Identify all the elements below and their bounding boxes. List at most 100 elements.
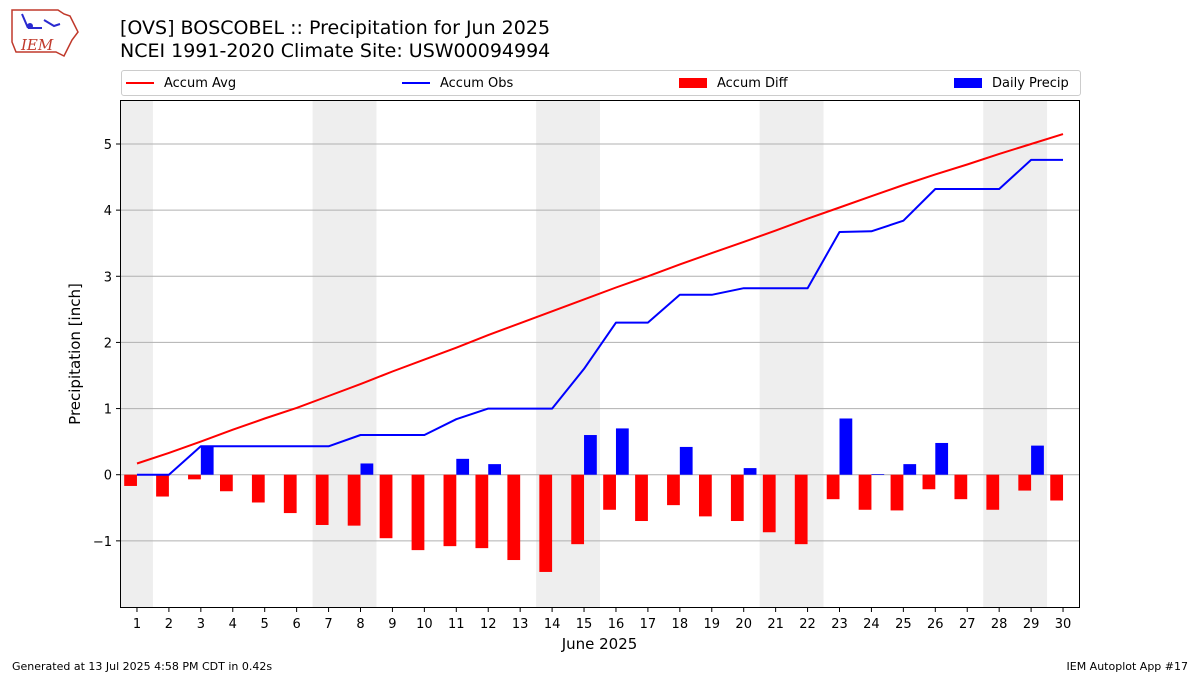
daily-precip-bar-12 xyxy=(488,464,502,475)
accum-diff-bar-15 xyxy=(571,474,585,545)
iowa-outline-icon xyxy=(11,9,79,58)
iem-logo-graphic: IEM xyxy=(11,9,79,58)
gridlines xyxy=(121,143,1079,542)
daily-precip-bar-23 xyxy=(839,418,853,475)
daily-precip-bar-18 xyxy=(679,446,693,475)
y-tick-label-1: 0 xyxy=(104,469,112,484)
legend-label-accum-avg: Accum Avg xyxy=(164,75,237,91)
accum-diff-bar-10 xyxy=(411,474,425,551)
x-tick-label-12: 12 xyxy=(480,617,497,632)
accum-diff-bar-7 xyxy=(315,474,329,525)
y-tick-label-5: 4 xyxy=(104,204,112,219)
daily-precip-bar-20 xyxy=(743,468,757,475)
weekend-shade-5 xyxy=(983,101,1048,607)
accum-diff-bar-1 xyxy=(124,474,137,486)
y-tick-label-4: 3 xyxy=(104,270,112,285)
weekend-shading xyxy=(121,101,1048,607)
y-tick-label-0: −1 xyxy=(93,535,112,550)
x-tick-label-4: 4 xyxy=(229,617,237,632)
legend-label-accum-diff: Accum Diff xyxy=(717,75,788,91)
x-tick-label-17: 17 xyxy=(640,617,657,632)
accum-diff-bar-19 xyxy=(698,474,712,517)
daily-precip-bar-3 xyxy=(200,446,214,475)
daily-precip-bar-15 xyxy=(584,435,597,475)
legend-item-accum-diff: Accum Diff xyxy=(679,71,788,95)
accum-diff-bar-8 xyxy=(347,474,361,526)
accum-diff-bar-12 xyxy=(475,474,489,549)
accum-diff-bar-9 xyxy=(379,474,393,539)
x-tick-label-14: 14 xyxy=(544,617,561,632)
daily-precip-bar-16 xyxy=(615,428,629,475)
legend-item-daily-precip: Daily Precip xyxy=(954,71,1069,95)
accum-diff-bar-18 xyxy=(667,474,680,506)
x-tick-label-6: 6 xyxy=(292,617,300,632)
daily-precip-bar-29 xyxy=(1031,445,1044,475)
x-tick-label-15: 15 xyxy=(576,617,593,632)
x-tick-label-22: 22 xyxy=(799,617,816,632)
accum-diff-bar-30 xyxy=(1050,474,1064,501)
accum-diff-bar-24 xyxy=(858,474,872,510)
accum-diff-bar-2 xyxy=(156,474,169,497)
x-tick-label-19: 19 xyxy=(703,617,720,632)
station-dot-icon xyxy=(27,23,33,29)
x-tick-label-8: 8 xyxy=(356,617,364,632)
x-tick-label-16: 16 xyxy=(608,617,625,632)
accum-diff-bar-22 xyxy=(794,474,808,545)
x-tick-label-30: 30 xyxy=(1055,617,1072,632)
accum-diff-bar-4 xyxy=(219,474,233,492)
x-tick-label-26: 26 xyxy=(927,617,944,632)
weekend-shade-2 xyxy=(312,101,377,607)
legend-item-accum-avg: Accum Avg xyxy=(126,71,236,95)
legend-swatch-accum-obs xyxy=(402,82,430,84)
y-axis-label: Precipitation [inch] xyxy=(66,283,84,425)
accum-diff-bar-6 xyxy=(283,474,297,514)
x-tick-label-25: 25 xyxy=(895,617,912,632)
daily-precip-bar-25 xyxy=(903,464,917,475)
accum-diff-bar-28 xyxy=(986,474,1000,510)
accum-diff-bar-11 xyxy=(443,474,457,547)
y-tick-label-2: 1 xyxy=(104,403,112,418)
daily-precip-bar-26 xyxy=(935,442,949,475)
x-tick-label-7: 7 xyxy=(324,617,332,632)
accum-avg-line xyxy=(136,133,1064,465)
y-tick-label-3: 2 xyxy=(104,336,112,351)
x-tick-label-18: 18 xyxy=(672,617,689,632)
footer-app-text: IEM Autoplot App #17 xyxy=(1066,660,1189,673)
x-tick-label-13: 13 xyxy=(512,617,529,632)
x-tick-label-20: 20 xyxy=(735,617,752,632)
legend-label-daily-precip: Daily Precip xyxy=(992,75,1069,91)
x-tick-label-5: 5 xyxy=(261,617,269,632)
x-tick-label-3: 3 xyxy=(197,617,205,632)
legend-item-accum-obs: Accum Obs xyxy=(402,71,513,95)
x-tick-label-21: 21 xyxy=(767,617,784,632)
accum-diff-bar-14 xyxy=(539,474,553,572)
legend-swatch-accum-diff xyxy=(679,78,707,88)
accum-diff-bar-17 xyxy=(635,474,648,522)
y-tick-label-6: 5 xyxy=(104,138,112,153)
x-axis-label: June 2025 xyxy=(561,635,638,653)
accum-diff-bar-16 xyxy=(603,474,616,510)
chart-title: [OVS] BOSCOBEL :: Precipitation for Jun … xyxy=(120,17,551,39)
accum-diff-bar-26 xyxy=(922,474,936,490)
chart-subtitle: NCEI 1991-2020 Climate Site: USW00094994 xyxy=(120,40,551,62)
accum-diff-bar-21 xyxy=(762,474,776,533)
x-tick-label-27: 27 xyxy=(959,617,976,632)
daily-precip-bar-8 xyxy=(360,463,374,475)
legend-label-accum-obs: Accum Obs xyxy=(440,75,514,91)
chart-legend: Accum Avg Accum Obs Accum Diff Daily Pre… xyxy=(121,70,1081,96)
x-tick-label-2: 2 xyxy=(165,617,173,632)
x-tick-label-1: 1 xyxy=(133,617,141,632)
accum-diff-bar-20 xyxy=(730,474,744,522)
daily-precip-bar-11 xyxy=(456,458,470,475)
weekend-shade-1 xyxy=(121,101,153,607)
x-tick-label-11: 11 xyxy=(448,617,465,632)
x-tick-label-24: 24 xyxy=(863,617,880,632)
accum-diff-bar-5 xyxy=(251,474,265,503)
legend-swatch-accum-avg xyxy=(126,82,154,84)
x-tick-label-9: 9 xyxy=(388,617,396,632)
x-tick-label-29: 29 xyxy=(1023,617,1040,632)
daily-precip-bar-24 xyxy=(871,474,885,475)
footer-generated-text: Generated at 13 Jul 2025 4:58 PM CDT in … xyxy=(12,660,273,673)
